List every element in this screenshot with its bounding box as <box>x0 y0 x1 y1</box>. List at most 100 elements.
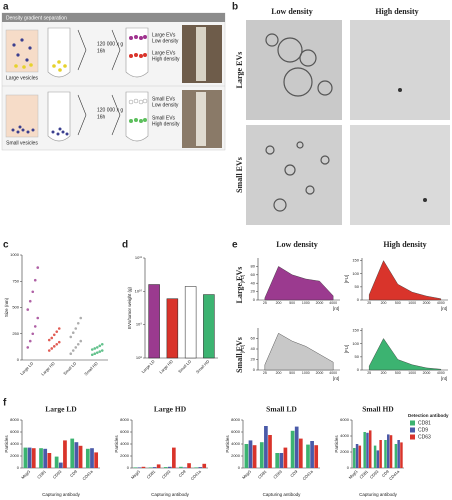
x-axis-label: Capturing antibody <box>359 492 398 497</box>
row-header: Large EVs <box>235 52 244 89</box>
y-axis-label: Particles <box>225 435 230 453</box>
bar <box>156 464 161 468</box>
bar <box>39 448 43 468</box>
y-tick-label: 40 <box>251 280 256 285</box>
x-tick-label: CD63 <box>161 468 172 479</box>
x-tick-label: 200 <box>381 301 387 305</box>
y-tick-label: 8000 <box>10 417 20 422</box>
legend-swatch <box>410 434 415 440</box>
x-tick-label: CD9 <box>177 468 187 478</box>
row-header: Small EVs <box>235 337 244 373</box>
y-tick-label: 150 <box>352 258 359 263</box>
x-tick-label: CD81 <box>358 468 369 479</box>
x-tick-label: Small LD <box>177 359 192 374</box>
bar <box>148 467 153 468</box>
x-tick-label: MsgG <box>348 469 359 480</box>
y-tick-label: 20 <box>251 357 256 362</box>
band <box>129 118 147 123</box>
axis <box>131 420 208 469</box>
data-point <box>74 327 78 330</box>
x-tick-label: 4000 <box>329 301 337 305</box>
x-axis-label: [nt] <box>333 376 339 381</box>
y-tick-label: 100 <box>352 271 359 276</box>
micrograph <box>350 20 450 120</box>
y-tick-label: 10⁸ <box>136 355 142 360</box>
bar <box>94 452 99 468</box>
y-axis-label: Particles <box>334 435 339 453</box>
bar <box>179 466 183 468</box>
time: 16h <box>97 48 106 54</box>
data-point <box>69 352 73 356</box>
arrow <box>111 29 121 71</box>
bar <box>290 430 295 468</box>
bar <box>63 440 67 468</box>
label: Large vesicles <box>6 75 38 81</box>
data-point <box>47 349 51 352</box>
data-point <box>36 266 40 269</box>
bar <box>152 467 157 468</box>
x-axis-label: [nt] <box>441 306 447 311</box>
bar <box>74 442 79 468</box>
y-tick-label: 4000 <box>120 441 130 446</box>
tube <box>125 91 149 142</box>
bar <box>141 466 146 468</box>
y-axis-label: Particles <box>114 435 119 453</box>
bar <box>397 440 400 468</box>
data-point <box>52 345 56 348</box>
x-tick-label: 1000 <box>408 371 416 375</box>
label: Low density <box>152 38 179 44</box>
column-header: High density <box>375 7 418 16</box>
y-tick-label: 6000 <box>340 417 350 422</box>
y-tick-label: 10¹¹ <box>135 255 143 260</box>
row-header: Large EVs <box>235 267 244 304</box>
legend-label: CD9 <box>418 427 428 433</box>
data-point <box>36 316 40 320</box>
x-tick-label: Large LD <box>19 361 34 376</box>
bar <box>31 448 36 468</box>
bar <box>389 435 393 468</box>
bar <box>310 441 314 468</box>
area <box>368 260 442 301</box>
data-point <box>33 325 37 328</box>
data-point <box>28 299 32 303</box>
vesicles <box>52 60 67 72</box>
label: Large EVs <box>152 50 176 56</box>
arrow <box>111 94 121 136</box>
bar <box>163 467 168 468</box>
spin: 120 000 x g <box>97 41 123 47</box>
bar <box>306 444 310 468</box>
data-point <box>52 333 56 337</box>
data-point <box>95 351 99 354</box>
x-tick-label: MsgG <box>20 469 31 480</box>
data-point <box>69 335 73 339</box>
area <box>264 266 334 301</box>
x-tick-label: 500 <box>395 301 401 305</box>
bar <box>244 444 249 468</box>
time: 16h <box>97 114 106 120</box>
vesicle-outlines <box>265 33 333 212</box>
micrograph <box>350 125 450 225</box>
bar <box>252 445 257 468</box>
data-point <box>98 344 102 348</box>
bar <box>148 284 160 359</box>
header: Density gradient separation <box>6 15 67 21</box>
x-tick-label: MsgG <box>130 469 141 480</box>
band <box>128 98 148 105</box>
data-point <box>55 342 59 346</box>
x-tick-label: 25 <box>263 371 267 375</box>
y-tick-label: 60 <box>251 272 256 277</box>
y-tick-label: 50 <box>355 284 360 289</box>
bar <box>54 456 59 468</box>
data-point <box>55 330 59 333</box>
panel-label: a <box>3 2 9 13</box>
y-tick-label: 50 <box>355 354 360 359</box>
y-axis-label: [FU] <box>344 275 349 284</box>
bar <box>368 430 372 468</box>
x-axis-label: [nt] <box>333 306 339 311</box>
x-tick-label: CD41a <box>81 468 94 481</box>
bar <box>298 438 303 468</box>
arrow <box>77 94 87 136</box>
legend-swatch <box>410 420 415 426</box>
